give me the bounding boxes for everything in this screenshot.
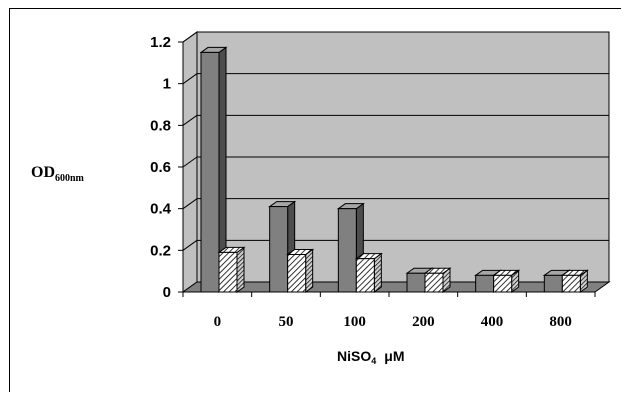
y-tick-label: 1 bbox=[163, 76, 171, 93]
x-axis-label: NiSO4 μM bbox=[337, 348, 404, 366]
y-tick-label: 0.2 bbox=[150, 242, 171, 259]
gridline-side bbox=[182, 114, 198, 126]
y-tick-label: 0.6 bbox=[150, 159, 171, 176]
y-axis-label-main: OD bbox=[31, 164, 55, 181]
x-axis: 0 50 100 200 400 800 bbox=[182, 292, 596, 330]
x-tick-label: 0 bbox=[214, 314, 222, 330]
x-axis-label-main: NiSO bbox=[337, 348, 371, 364]
bars bbox=[199, 46, 589, 293]
y-tick-label: 1.2 bbox=[150, 34, 171, 51]
bar-series-2 bbox=[286, 248, 315, 293]
bar-series-2 bbox=[423, 267, 452, 293]
y-tick-label: 0.4 bbox=[150, 201, 172, 218]
x-axis-label-subscript: 4 bbox=[371, 356, 376, 366]
x-tick-label: 50 bbox=[279, 314, 294, 330]
y-axis-label: OD600nm bbox=[31, 164, 85, 184]
x-tick-label: 800 bbox=[549, 314, 572, 330]
bar-series-2 bbox=[492, 269, 521, 293]
gridline-side bbox=[182, 239, 198, 251]
gridline-side bbox=[182, 31, 198, 43]
y-tick-label: 0.8 bbox=[150, 117, 171, 134]
y-axis: 0 0.2 0.4 0.6 0.8 1 1.2 bbox=[150, 34, 184, 301]
y-tick-label: 0 bbox=[163, 284, 171, 301]
x-tick-label: 200 bbox=[412, 314, 435, 330]
gridline-side bbox=[182, 156, 198, 168]
x-tick-label: 400 bbox=[481, 314, 504, 330]
gridlines bbox=[182, 31, 609, 251]
bar-series-2 bbox=[217, 246, 246, 293]
x-tick-label: 100 bbox=[343, 314, 366, 330]
x-axis-label-unit: μM bbox=[384, 348, 404, 364]
gridline-side bbox=[182, 198, 198, 210]
bar-series-2 bbox=[560, 269, 589, 293]
plot-wall bbox=[181, 31, 611, 293]
bar-series-2 bbox=[354, 252, 383, 293]
chart-area bbox=[9, 8, 621, 392]
gridline-side bbox=[182, 73, 198, 85]
y-axis-label-subscript: 600nm bbox=[55, 173, 85, 184]
